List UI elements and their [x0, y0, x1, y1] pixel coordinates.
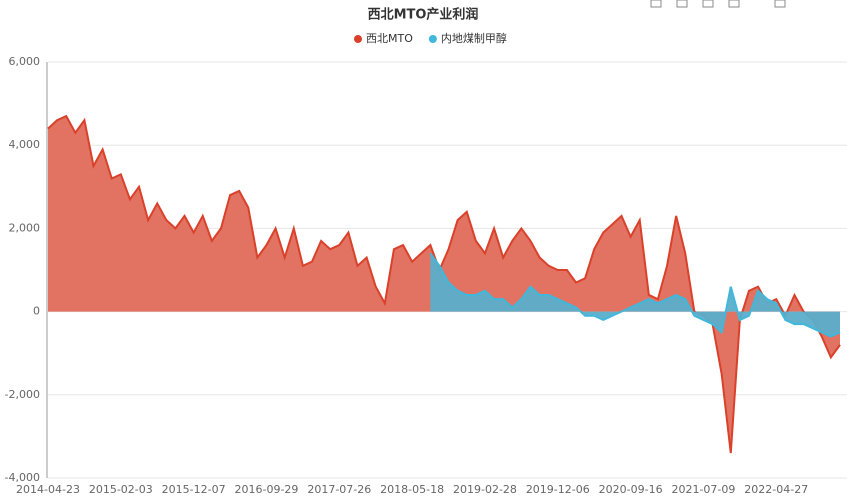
- legend-marker: [428, 35, 437, 43]
- x-tick-label: 2019-12-06: [526, 483, 590, 496]
- y-tick-label: 6,000: [9, 55, 41, 68]
- x-tick-label: 2015-02-03: [89, 483, 153, 496]
- y-tick-label: -4,000: [5, 471, 40, 484]
- legend-label: 内地煤制甲醇: [441, 31, 507, 45]
- tool-icon[interactable]: [702, 0, 714, 8]
- tool-icon[interactable]: [728, 0, 740, 8]
- y-tick-label: 0: [33, 305, 40, 318]
- x-tick-label: 2020-09-16: [599, 483, 663, 496]
- chart-title: 西北MTO产业利润: [368, 7, 479, 23]
- tool-icon[interactable]: [676, 0, 688, 8]
- area-fill: [430, 253, 840, 337]
- series-line: [429, 252, 841, 338]
- y-tick-label: 2,000: [9, 221, 41, 234]
- y-tick-label: 4,000: [9, 138, 41, 151]
- x-tick-label: 2019-02-28: [453, 483, 517, 496]
- x-tick-label: 2018-05-18: [380, 483, 444, 496]
- x-tick-label: 2017-07-26: [307, 483, 371, 496]
- x-tick-label: 2015-12-07: [162, 483, 226, 496]
- x-tick-label: 2021-07-09: [671, 483, 735, 496]
- x-tick-label: 2022-04-27: [744, 483, 808, 496]
- x-tick-label: 2016-09-29: [235, 483, 299, 496]
- legend-label: 西北MTO: [366, 32, 413, 45]
- legend-marker: [354, 35, 362, 43]
- y-tick-label: -2,000: [5, 388, 40, 401]
- x-tick-label: 2014-04-23: [16, 483, 80, 496]
- tool-icon[interactable]: [774, 0, 786, 8]
- tool-icon[interactable]: [650, 0, 662, 8]
- toolbar[interactable]: [650, 0, 786, 8]
